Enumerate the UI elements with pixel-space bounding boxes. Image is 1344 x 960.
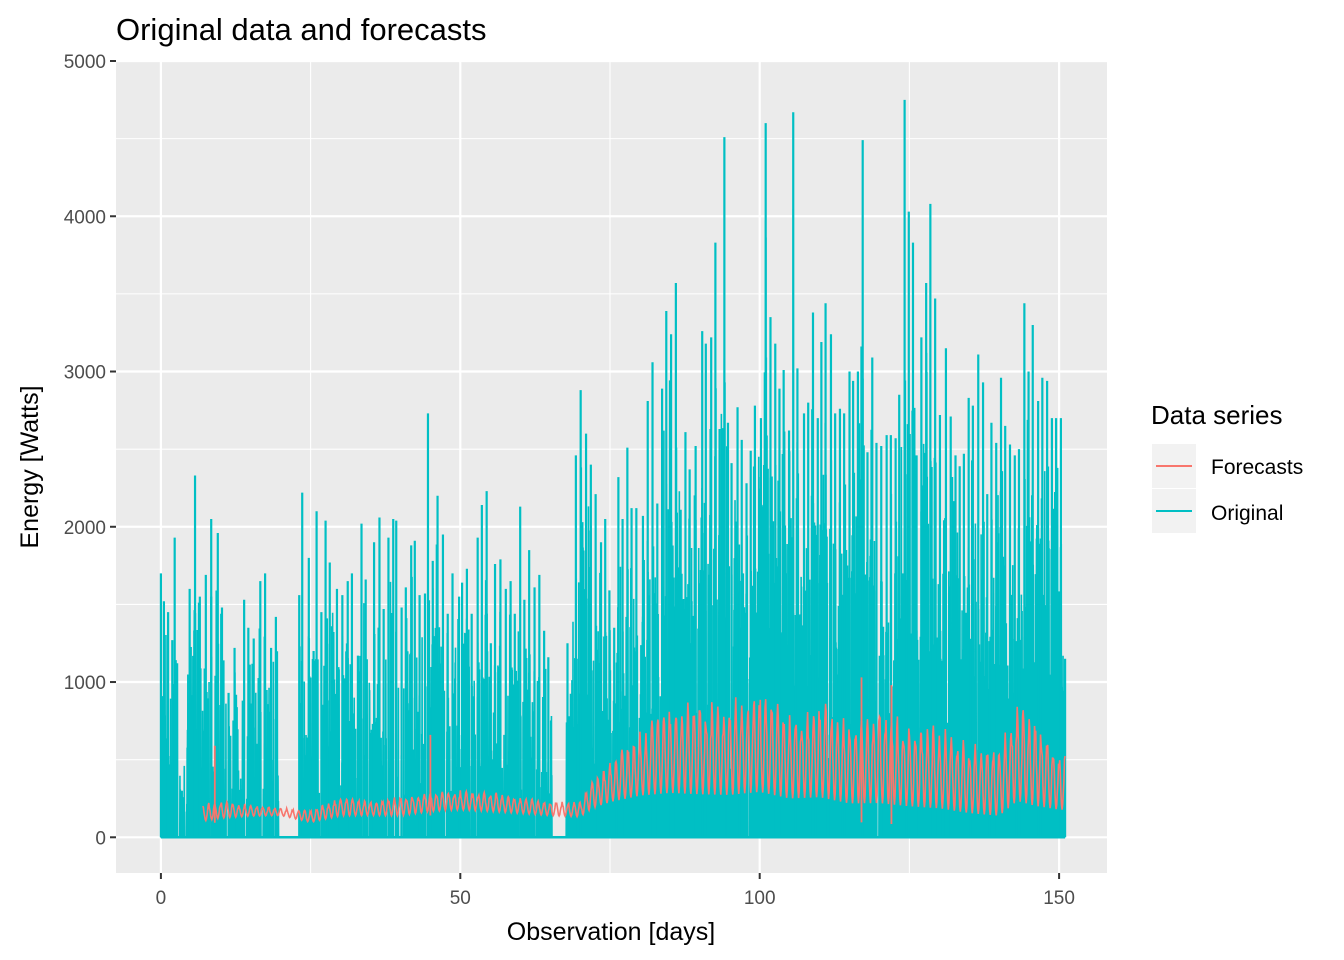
y-tick-label: 3000	[64, 363, 106, 384]
x-tick-label: 0	[156, 888, 167, 909]
legend-label-forecasts: Forecasts	[1211, 456, 1303, 479]
x-tick-label: 100	[744, 888, 776, 909]
series-forecasts-line	[202, 677, 1066, 824]
y-axis: 0 1000 2000 3000 4000 5000	[64, 52, 116, 849]
x-axis: 0 50 100 150	[156, 873, 1075, 909]
x-axis-title: Observation [days]	[507, 918, 715, 946]
y-tick-label: 5000	[64, 52, 106, 73]
x-tick-label: 50	[450, 888, 471, 909]
legend-label-original: Original	[1211, 502, 1283, 525]
chart-title: Original data and forecasts	[116, 12, 487, 47]
y-tick-label: 1000	[64, 673, 106, 694]
x-tick-label: 150	[1043, 888, 1075, 909]
y-axis-title: Energy [Watts]	[16, 385, 44, 548]
y-tick-label: 0	[95, 828, 106, 849]
y-tick-label: 2000	[64, 518, 106, 539]
legend: Data series Forecasts Original	[1151, 400, 1303, 533]
forecasts-line	[202, 697, 1066, 824]
y-tick-label: 4000	[64, 207, 106, 228]
legend-title: Data series	[1151, 400, 1283, 430]
